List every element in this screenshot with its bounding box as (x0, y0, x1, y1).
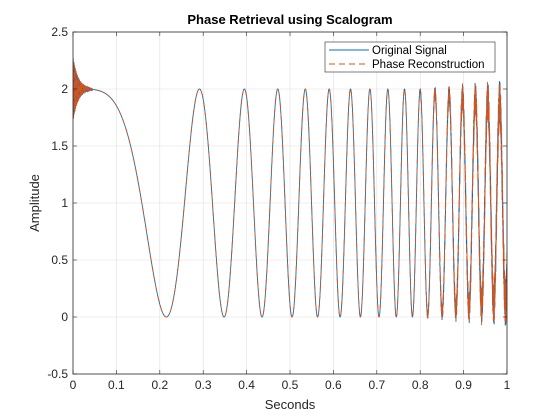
y-tick-label: 0.5 (51, 253, 68, 267)
y-tick-label: -0.5 (47, 367, 68, 381)
legend-label-phase-reconstruction: Phase Reconstruction (372, 59, 485, 71)
x-tick-label: 0.6 (325, 378, 342, 392)
chart-title: Phase Retrieval using Scalogram (187, 12, 392, 27)
x-tick-label: 0.1 (108, 378, 125, 392)
series-phase-reconstruction (73, 57, 507, 326)
x-tick-label: 0.7 (368, 378, 385, 392)
x-tick-label: 0.4 (238, 378, 255, 392)
x-tick-label: 0 (70, 378, 77, 392)
x-tick-label: 0.8 (412, 378, 429, 392)
legend: Original Signal Phase Reconstruction (324, 41, 496, 73)
x-tick-label: 0.5 (282, 378, 299, 392)
x-tick-label: 0.9 (455, 378, 472, 392)
y-tick-label: 0 (61, 310, 68, 324)
y-tick-label: 1 (61, 196, 68, 210)
y-tick-label: 1.5 (51, 139, 68, 153)
x-tick-labels: 0 0.1 0.2 0.3 0.4 0.5 0.6 0.7 0.8 0.9 1 (70, 378, 511, 392)
x-axis-label: Seconds (265, 397, 316, 412)
x-tick-label: 0.2 (151, 378, 168, 392)
x-tick-label: 1 (504, 378, 511, 392)
y-tick-label: 2 (61, 82, 68, 96)
tick-marks (72, 31, 508, 375)
legend-label-original-signal: Original Signal (372, 45, 447, 57)
grid-lines (73, 32, 507, 374)
y-tick-labels: -0.5 0 0.5 1 1.5 2 2.5 (47, 25, 68, 381)
legend-box (324, 41, 496, 73)
series-line-phase-reconstruction (73, 57, 507, 326)
y-tick-label: 2.5 (51, 25, 68, 39)
x-tick-label: 0.3 (195, 378, 212, 392)
y-axis-label: Amplitude (27, 174, 42, 232)
